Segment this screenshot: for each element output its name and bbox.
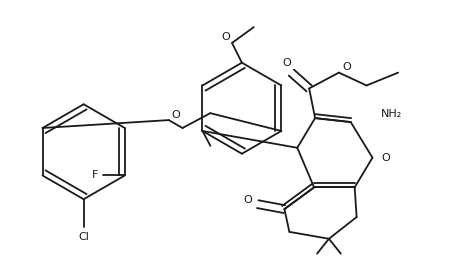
Text: O: O	[342, 62, 351, 72]
Text: O: O	[282, 58, 291, 68]
Text: F: F	[92, 170, 98, 180]
Text: NH₂: NH₂	[380, 109, 402, 119]
Text: O: O	[171, 110, 180, 120]
Text: O: O	[222, 32, 231, 42]
Text: Cl: Cl	[78, 232, 89, 242]
Text: O: O	[381, 153, 390, 163]
Text: O: O	[244, 195, 252, 205]
